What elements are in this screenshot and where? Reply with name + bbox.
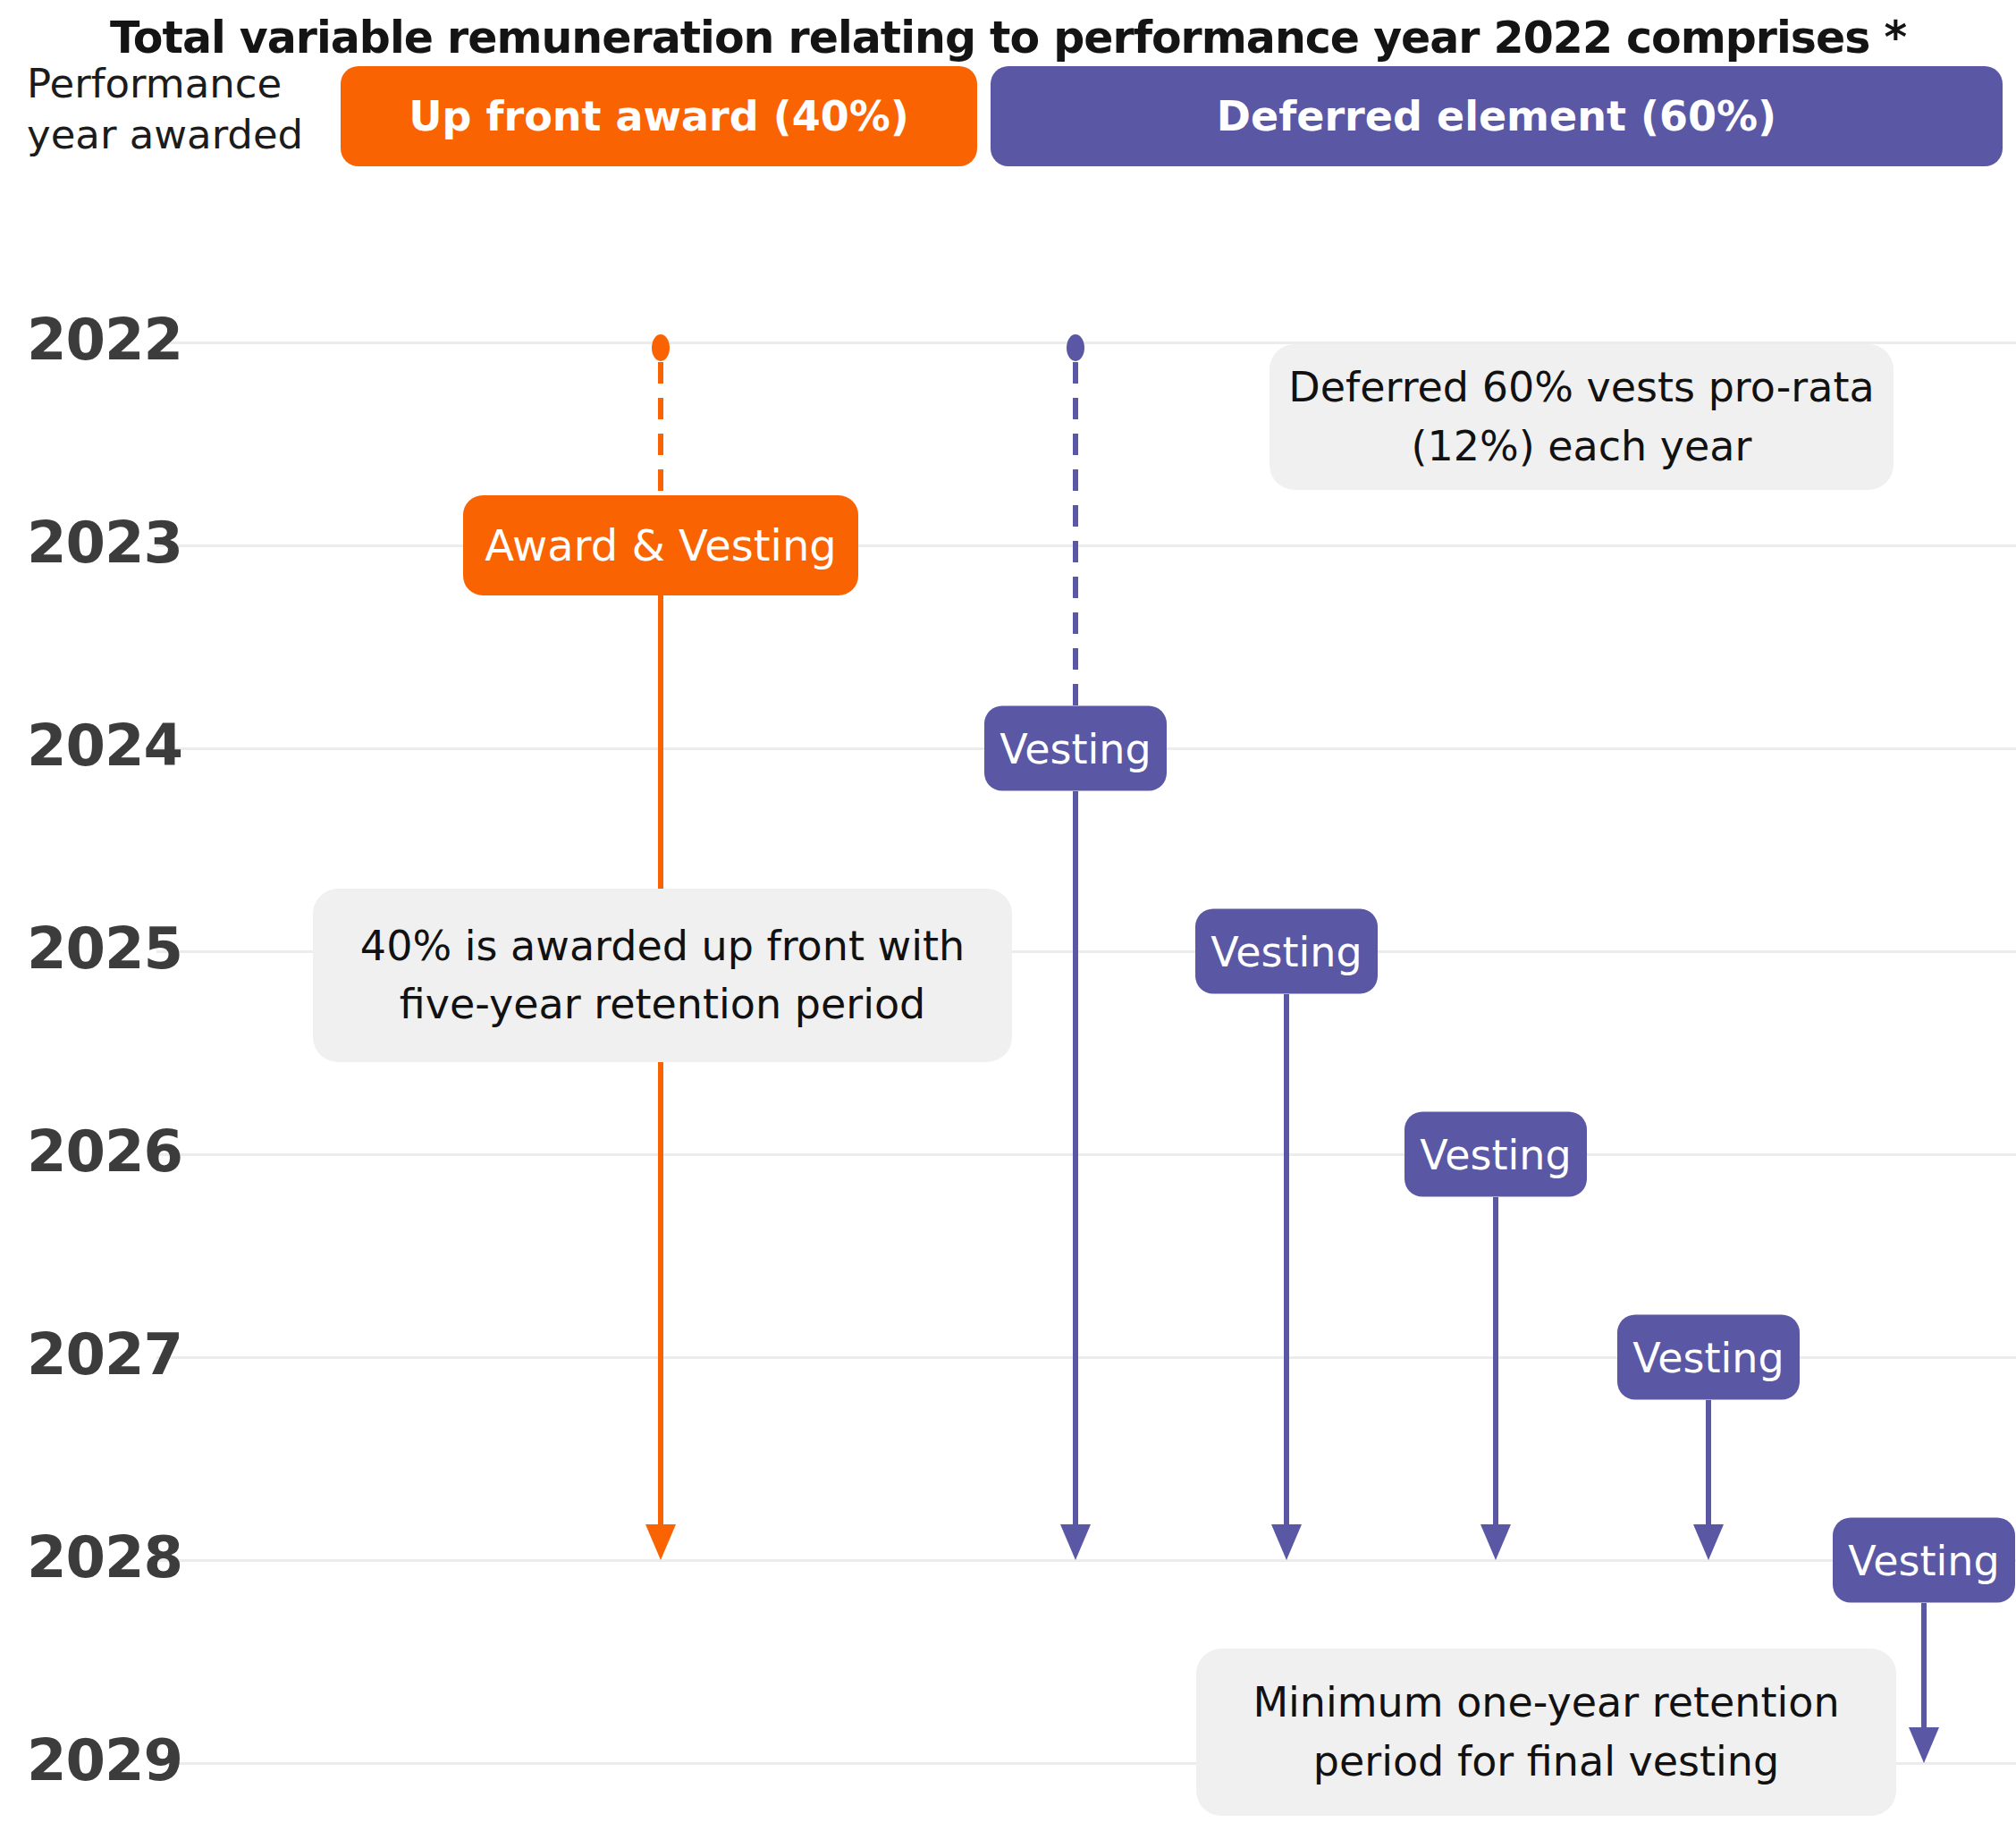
vesting-badge: Vesting <box>1833 1518 2015 1603</box>
arrowhead-down-icon <box>1909 1727 1939 1763</box>
gridline-2023 <box>156 544 2016 547</box>
year-tick-2025: 2025 <box>27 916 182 982</box>
remuneration-timeline-chart: Total variable remuneration relating to … <box>0 0 2016 1831</box>
year-tick-2023: 2023 <box>27 510 182 576</box>
award-vesting-badge: Award & Vesting <box>463 495 858 595</box>
y-axis-title-line2: year awarded <box>27 110 303 161</box>
timeline-start-dot <box>652 334 670 361</box>
vesting-badge: Vesting <box>1195 909 1378 994</box>
chart-title: Total variable remuneration relating to … <box>0 13 2016 63</box>
timeline-solid-segment <box>1284 994 1289 1525</box>
arrowhead-down-icon <box>1693 1524 1724 1560</box>
arrowhead-down-icon <box>1060 1524 1091 1560</box>
year-tick-2024: 2024 <box>27 713 182 779</box>
arrowhead-down-icon <box>1271 1524 1302 1560</box>
vesting-badge: Vesting <box>1404 1112 1587 1197</box>
timeline-solid-segment <box>1073 791 1078 1525</box>
timeline-start-dot <box>1067 334 1084 361</box>
deferred-note-line1: Deferred 60% vests pro-rata <box>1288 359 1874 417</box>
timeline-solid-segment <box>1921 1603 1927 1728</box>
timeline-dashed-segment <box>658 362 663 495</box>
upfront-note-line1: 40% is awarded up front with <box>360 917 965 975</box>
retention-note-line2: period for final vesting <box>1313 1733 1779 1791</box>
gridline-2026 <box>156 1153 2016 1156</box>
upfront-note-line2: five-year retention period <box>400 975 926 1034</box>
upfront-note-box: 40% is awarded up front with five-year r… <box>313 889 1012 1062</box>
retention-note-box: Minimum one-year retention period for fi… <box>1196 1649 1896 1816</box>
year-tick-2028: 2028 <box>27 1524 182 1591</box>
legend-upfront-label: Up front award (40%) <box>409 92 909 140</box>
timeline-solid-segment <box>1493 1197 1498 1525</box>
year-tick-2027: 2027 <box>27 1321 182 1388</box>
retention-note-line1: Minimum one-year retention <box>1253 1674 1839 1732</box>
y-axis-title-line1: Performance <box>27 59 303 110</box>
timeline-dashed-segment <box>1073 362 1078 706</box>
timeline-solid-segment <box>1706 1400 1711 1525</box>
year-tick-2026: 2026 <box>27 1118 182 1185</box>
year-tick-2022: 2022 <box>27 307 182 373</box>
vesting-badge: Vesting <box>984 706 1167 791</box>
arrowhead-down-icon <box>1480 1524 1511 1560</box>
arrowhead-down-icon <box>645 1524 676 1560</box>
legend-deferred-label: Deferred element (60%) <box>1217 92 1776 140</box>
legend-upfront-pill: Up front award (40%) <box>341 66 977 166</box>
deferred-note-line2: (12%) each year <box>1412 418 1752 476</box>
legend-deferred-pill: Deferred element (60%) <box>991 66 2003 166</box>
year-tick-2029: 2029 <box>27 1727 182 1793</box>
deferred-note-box: Deferred 60% vests pro-rata (12%) each y… <box>1269 344 1894 490</box>
y-axis-title: Performance year awarded <box>27 59 303 160</box>
vesting-badge: Vesting <box>1617 1315 1800 1400</box>
